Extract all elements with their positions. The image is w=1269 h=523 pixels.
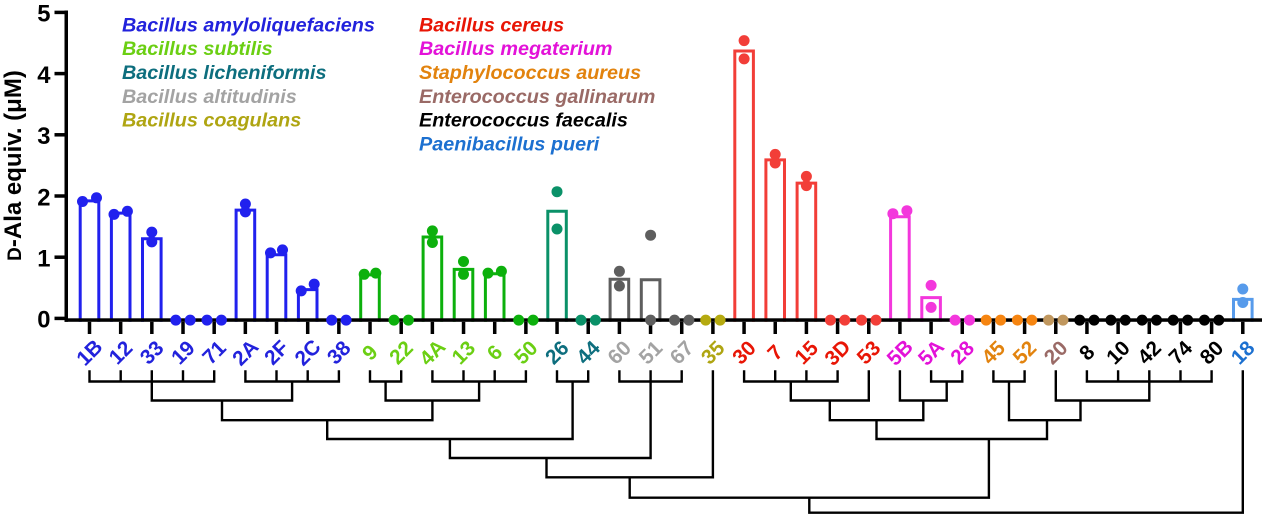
svg-text:Bacillus amyloliquefaciens: Bacillus amyloliquefaciens — [122, 14, 375, 36]
svg-text:D-Ala equiv. (μM): D-Ala equiv. (μM) — [0, 70, 27, 261]
svg-text:Bacillus altitudinis: Bacillus altitudinis — [122, 86, 297, 108]
svg-text:3: 3 — [37, 123, 50, 150]
svg-text:4: 4 — [37, 62, 51, 89]
svg-text:Bacillus subtilis: Bacillus subtilis — [122, 38, 273, 60]
svg-text:1: 1 — [37, 246, 50, 273]
svg-text:Bacillus licheniformis: Bacillus licheniformis — [122, 62, 326, 84]
svg-text:Paenibacillus pueri: Paenibacillus pueri — [419, 133, 600, 155]
svg-text:Staphylococcus aureus: Staphylococcus aureus — [419, 62, 641, 84]
svg-text:Bacillus megaterium: Bacillus megaterium — [419, 38, 613, 60]
svg-text:0: 0 — [37, 307, 50, 334]
svg-text:Bacillus cereus: Bacillus cereus — [419, 14, 564, 36]
svg-text:Enterococcus gallinarum: Enterococcus gallinarum — [419, 86, 655, 108]
svg-text:Bacillus coagulans: Bacillus coagulans — [122, 110, 301, 132]
svg-text:5: 5 — [37, 1, 50, 28]
svg-text:2: 2 — [37, 184, 50, 211]
svg-text:Enterococcus faecalis: Enterococcus faecalis — [419, 110, 628, 132]
